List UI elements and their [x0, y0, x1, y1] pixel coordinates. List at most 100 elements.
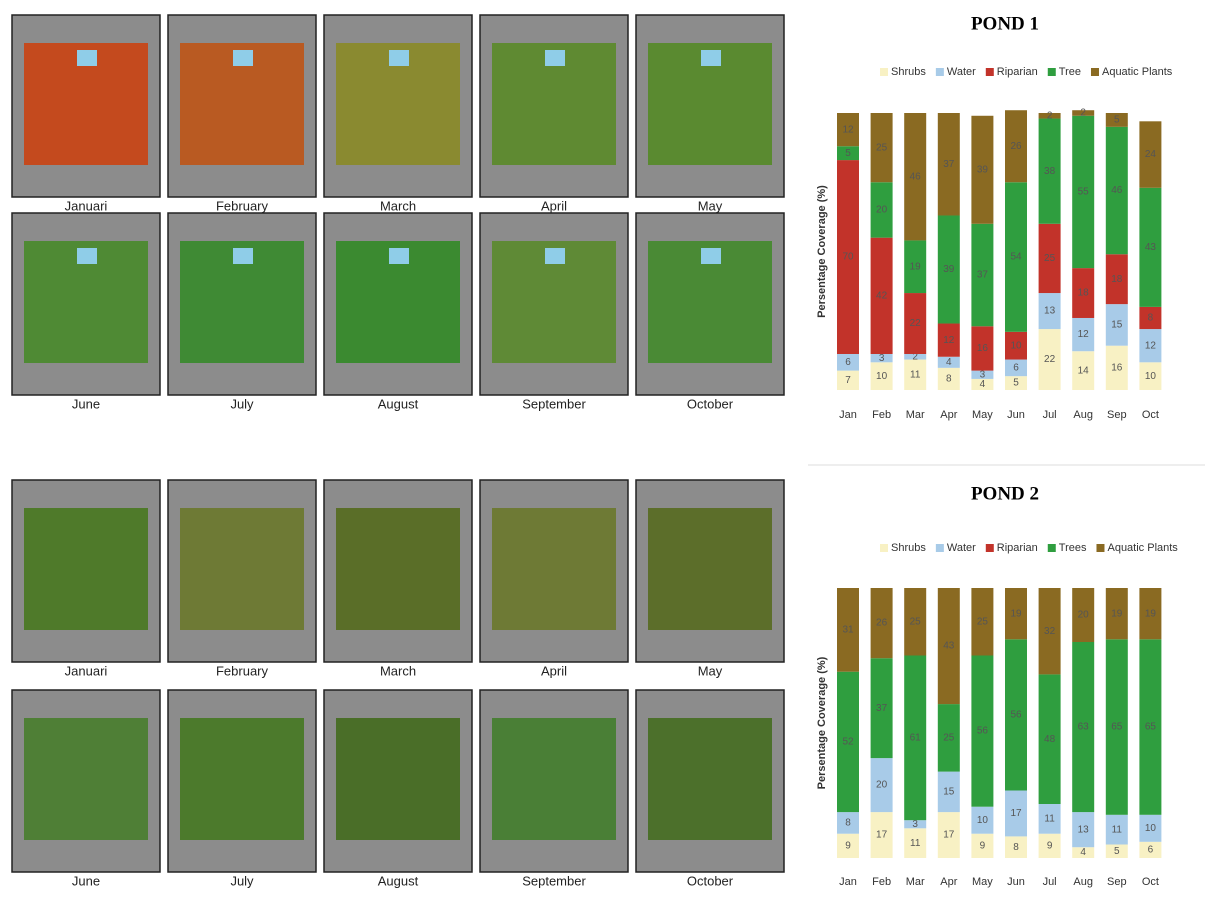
image-label: October	[687, 873, 734, 888]
legend-label: Water	[947, 542, 976, 554]
data-label: 26	[1010, 141, 1022, 152]
legend-swatch	[880, 544, 888, 552]
data-label: 8	[845, 818, 851, 829]
data-label: 3	[912, 819, 918, 830]
pond-field	[24, 718, 148, 840]
data-label: 11	[1044, 813, 1055, 824]
pond-field	[336, 718, 460, 840]
legend-label: Tree	[1059, 66, 1081, 78]
image-label: August	[378, 396, 419, 411]
data-label: 56	[977, 726, 989, 737]
pond-water	[233, 50, 253, 66]
data-label: 13	[1078, 824, 1090, 835]
data-label: 5	[845, 148, 851, 159]
x-tick-label: Aug	[1073, 409, 1093, 421]
pond-water	[701, 248, 721, 264]
image-label: July	[230, 873, 254, 888]
x-tick-label: May	[972, 409, 993, 421]
data-label: 8	[1013, 842, 1019, 853]
data-label: 16	[1111, 362, 1123, 373]
legend-swatch	[1096, 544, 1104, 552]
image-label: May	[698, 198, 723, 213]
data-label: 22	[910, 318, 922, 329]
image-label: August	[378, 873, 419, 888]
y-axis-label: Persentage Coverage (%)	[816, 185, 828, 318]
x-tick-label: Jun	[1007, 409, 1025, 421]
image-label: March	[380, 663, 416, 678]
data-label: 19	[1111, 608, 1123, 619]
pond-field	[24, 508, 148, 630]
data-label: 70	[842, 252, 854, 263]
data-label: 18	[1111, 274, 1123, 285]
legend-swatch	[986, 68, 994, 76]
data-label: 31	[842, 624, 854, 635]
x-tick-label: Jul	[1043, 876, 1057, 888]
image-label: October	[687, 396, 734, 411]
image-label: April	[541, 663, 567, 678]
chart-title: POND 1	[971, 13, 1039, 34]
data-label: 20	[876, 205, 888, 216]
pond-field	[648, 718, 772, 840]
x-tick-label: Mar	[906, 409, 925, 421]
x-tick-label: Apr	[940, 409, 957, 421]
x-tick-label: Jan	[839, 876, 857, 888]
legend-label: Trees	[1059, 542, 1087, 554]
data-label: 13	[1044, 306, 1056, 317]
data-label: 5	[1114, 115, 1120, 126]
legend-label: Shrubs	[891, 542, 926, 554]
image-label: July	[230, 396, 254, 411]
data-label: 12	[1145, 340, 1157, 351]
data-label: 24	[1145, 149, 1157, 160]
data-label: 5	[1114, 846, 1120, 857]
data-label: 5	[1013, 378, 1019, 389]
data-label: 25	[876, 142, 888, 153]
x-tick-label: May	[972, 876, 993, 888]
data-label: 15	[943, 786, 955, 797]
data-label: 12	[943, 335, 955, 346]
data-label: 55	[1078, 187, 1090, 198]
legend-label: Riparian	[997, 66, 1038, 78]
data-label: 65	[1111, 722, 1123, 733]
x-tick-label: Sep	[1107, 409, 1127, 421]
image-label: April	[541, 198, 567, 213]
data-label: 8	[946, 374, 952, 385]
data-label: 3	[980, 369, 986, 380]
data-label: 4	[980, 379, 986, 390]
x-tick-label: Jan	[839, 409, 857, 421]
image-label: February	[216, 663, 269, 678]
data-label: 25	[1044, 253, 1056, 264]
data-label: 4	[1080, 847, 1086, 858]
data-label: 7	[845, 375, 851, 386]
x-tick-label: Feb	[872, 409, 891, 421]
legend-swatch	[880, 68, 888, 76]
data-label: 19	[910, 261, 922, 272]
data-label: 39	[943, 264, 955, 275]
pond-water	[77, 248, 97, 264]
legend-swatch	[936, 544, 944, 552]
data-label: 18	[1078, 288, 1090, 299]
data-label: 54	[1010, 252, 1022, 263]
image-label: Januari	[65, 663, 108, 678]
data-label: 32	[1044, 626, 1056, 637]
data-label: 9	[980, 840, 986, 851]
pond-water	[233, 248, 253, 264]
data-label: 52	[842, 737, 854, 748]
chart-title: POND 2	[971, 483, 1039, 504]
pond-field	[180, 718, 304, 840]
data-label: 37	[876, 703, 888, 714]
pond-water	[389, 50, 409, 66]
data-label: 11	[910, 369, 921, 380]
image-label: Januari	[65, 198, 108, 213]
data-label: 19	[1010, 608, 1022, 619]
data-label: 6	[1013, 362, 1019, 373]
image-label: June	[72, 873, 100, 888]
pond-field	[180, 508, 304, 630]
pond-field	[492, 718, 616, 840]
data-label: 17	[1010, 808, 1022, 819]
figure: Januari February March April May June July Augu…	[0, 0, 1205, 900]
data-label: 10	[1145, 371, 1157, 382]
data-label: 10	[1010, 340, 1022, 351]
data-label: 12	[1078, 329, 1090, 340]
pond-water	[545, 248, 565, 264]
data-label: 25	[977, 616, 989, 627]
